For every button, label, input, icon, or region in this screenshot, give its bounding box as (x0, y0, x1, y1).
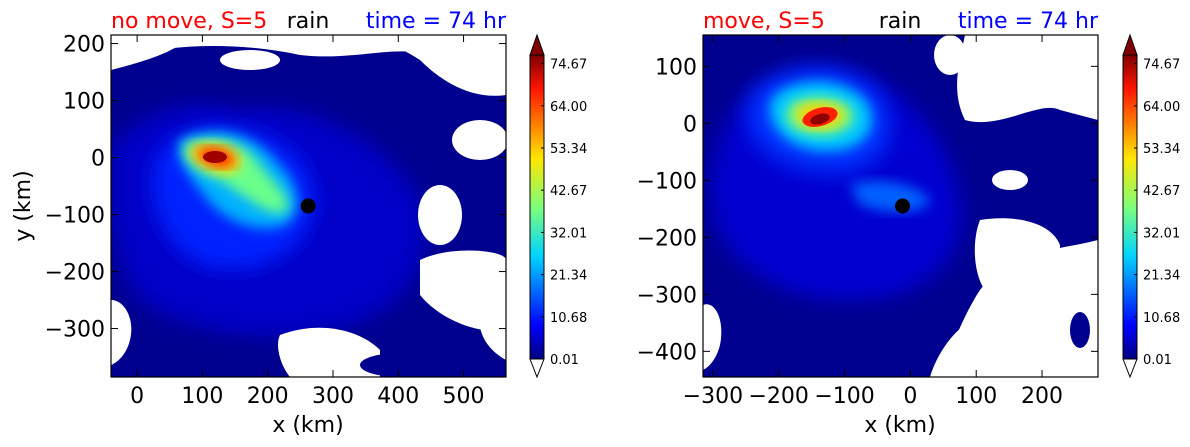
y-ticks-right: 100 0 −100 −200 −300 −400 (637, 55, 1098, 365)
x-tick-label: 0 (903, 384, 917, 409)
y-tick-label: −300 (637, 283, 697, 308)
colorbar-tick-label: 53.34 (550, 142, 587, 157)
colorbar-tick-label: 0.01 (550, 353, 579, 368)
title-right-variable: rain (879, 9, 922, 34)
x-axis-label-left: x (km) (272, 413, 343, 438)
colorbar-tick-label: 10.68 (550, 311, 587, 326)
y-tick-label: −200 (637, 226, 697, 251)
colorbar-tick-label: 74.67 (1143, 58, 1180, 73)
colorbar-tick-label: 0.01 (1143, 353, 1172, 368)
y-tick-label: −400 (637, 340, 697, 365)
y-tick-label: 100 (63, 90, 105, 115)
colorbar-left: 0.01 10.68 21.34 32.01 42.67 53.34 64.00 74.67 (529, 33, 587, 379)
x-tick-label: 500 (443, 384, 485, 409)
x-ticks-right: −300 −200 −100 0 100 200 (683, 35, 1063, 409)
colorbar-tick-label: 32.01 (550, 226, 587, 241)
storm-center-marker-left (300, 198, 316, 214)
plot-frame-left (110, 34, 507, 378)
x-tick-label: 200 (247, 384, 289, 409)
y-tick-label: 0 (91, 147, 105, 172)
title-left-time: time = 74 hr (366, 9, 507, 34)
y-tick-label: −100 (637, 169, 697, 194)
y-tick-label: −100 (45, 204, 105, 229)
x-tick-label: 400 (377, 384, 419, 409)
storm-center-marker-right (894, 198, 910, 214)
colorbar-right: 0.01 10.68 21.34 32.01 42.67 53.34 64.00 74.67 (1122, 33, 1180, 379)
y-tick-label: 200 (63, 33, 105, 58)
colorbar-tick-label: 21.34 (550, 269, 587, 284)
colorbar-tick-label: 21.34 (1143, 269, 1180, 284)
colorbar-tick-label: 42.67 (550, 184, 587, 199)
x-tick-label: 300 (312, 384, 354, 409)
y-ticks-left: 200 100 0 −100 −200 −300 (45, 33, 506, 343)
x-axis-label-right: x (km) (864, 413, 935, 438)
colorbar-tick-label: 64.00 (1143, 100, 1180, 115)
colorbar-tick-label: 42.67 (1143, 184, 1180, 199)
y-tick-label: 100 (655, 55, 697, 80)
x-tick-label: 100 (955, 384, 997, 409)
title-left-scenario: no move, S=5 (111, 9, 267, 34)
colorbar-tick-label: 53.34 (1143, 142, 1180, 157)
plot-frame-right (702, 34, 1099, 378)
title-right-time: time = 74 hr (958, 9, 1099, 34)
colorbar-tick-label: 32.01 (1143, 226, 1180, 241)
title-right-scenario: move, S=5 (703, 9, 825, 34)
x-tick-label: −300 (683, 384, 743, 409)
y-tick-label: −300 (45, 318, 105, 343)
x-ticks-left: 0 100 200 300 400 500 (130, 35, 485, 409)
x-tick-label: −200 (748, 384, 808, 409)
colorbar-tick-label: 10.68 (1143, 311, 1180, 326)
right-panel: move, S=5 rain time = 74 hr −300− (637, 9, 1181, 438)
x-tick-label: −100 (814, 384, 874, 409)
colorbar-tick-label: 64.00 (550, 100, 587, 115)
x-tick-label: 200 (1021, 384, 1063, 409)
y-tick-label: −200 (45, 261, 105, 286)
colorbar-tick-label: 74.67 (550, 58, 587, 73)
x-tick-label: 0 (130, 384, 144, 409)
title-left-variable: rain (287, 9, 330, 34)
x-tick-label: 100 (181, 384, 223, 409)
y-tick-label: 0 (683, 112, 697, 137)
y-axis-label-left: y (km) (11, 170, 36, 241)
left-panel: no move, S=5 rain time = 74 hr (11, 9, 587, 438)
